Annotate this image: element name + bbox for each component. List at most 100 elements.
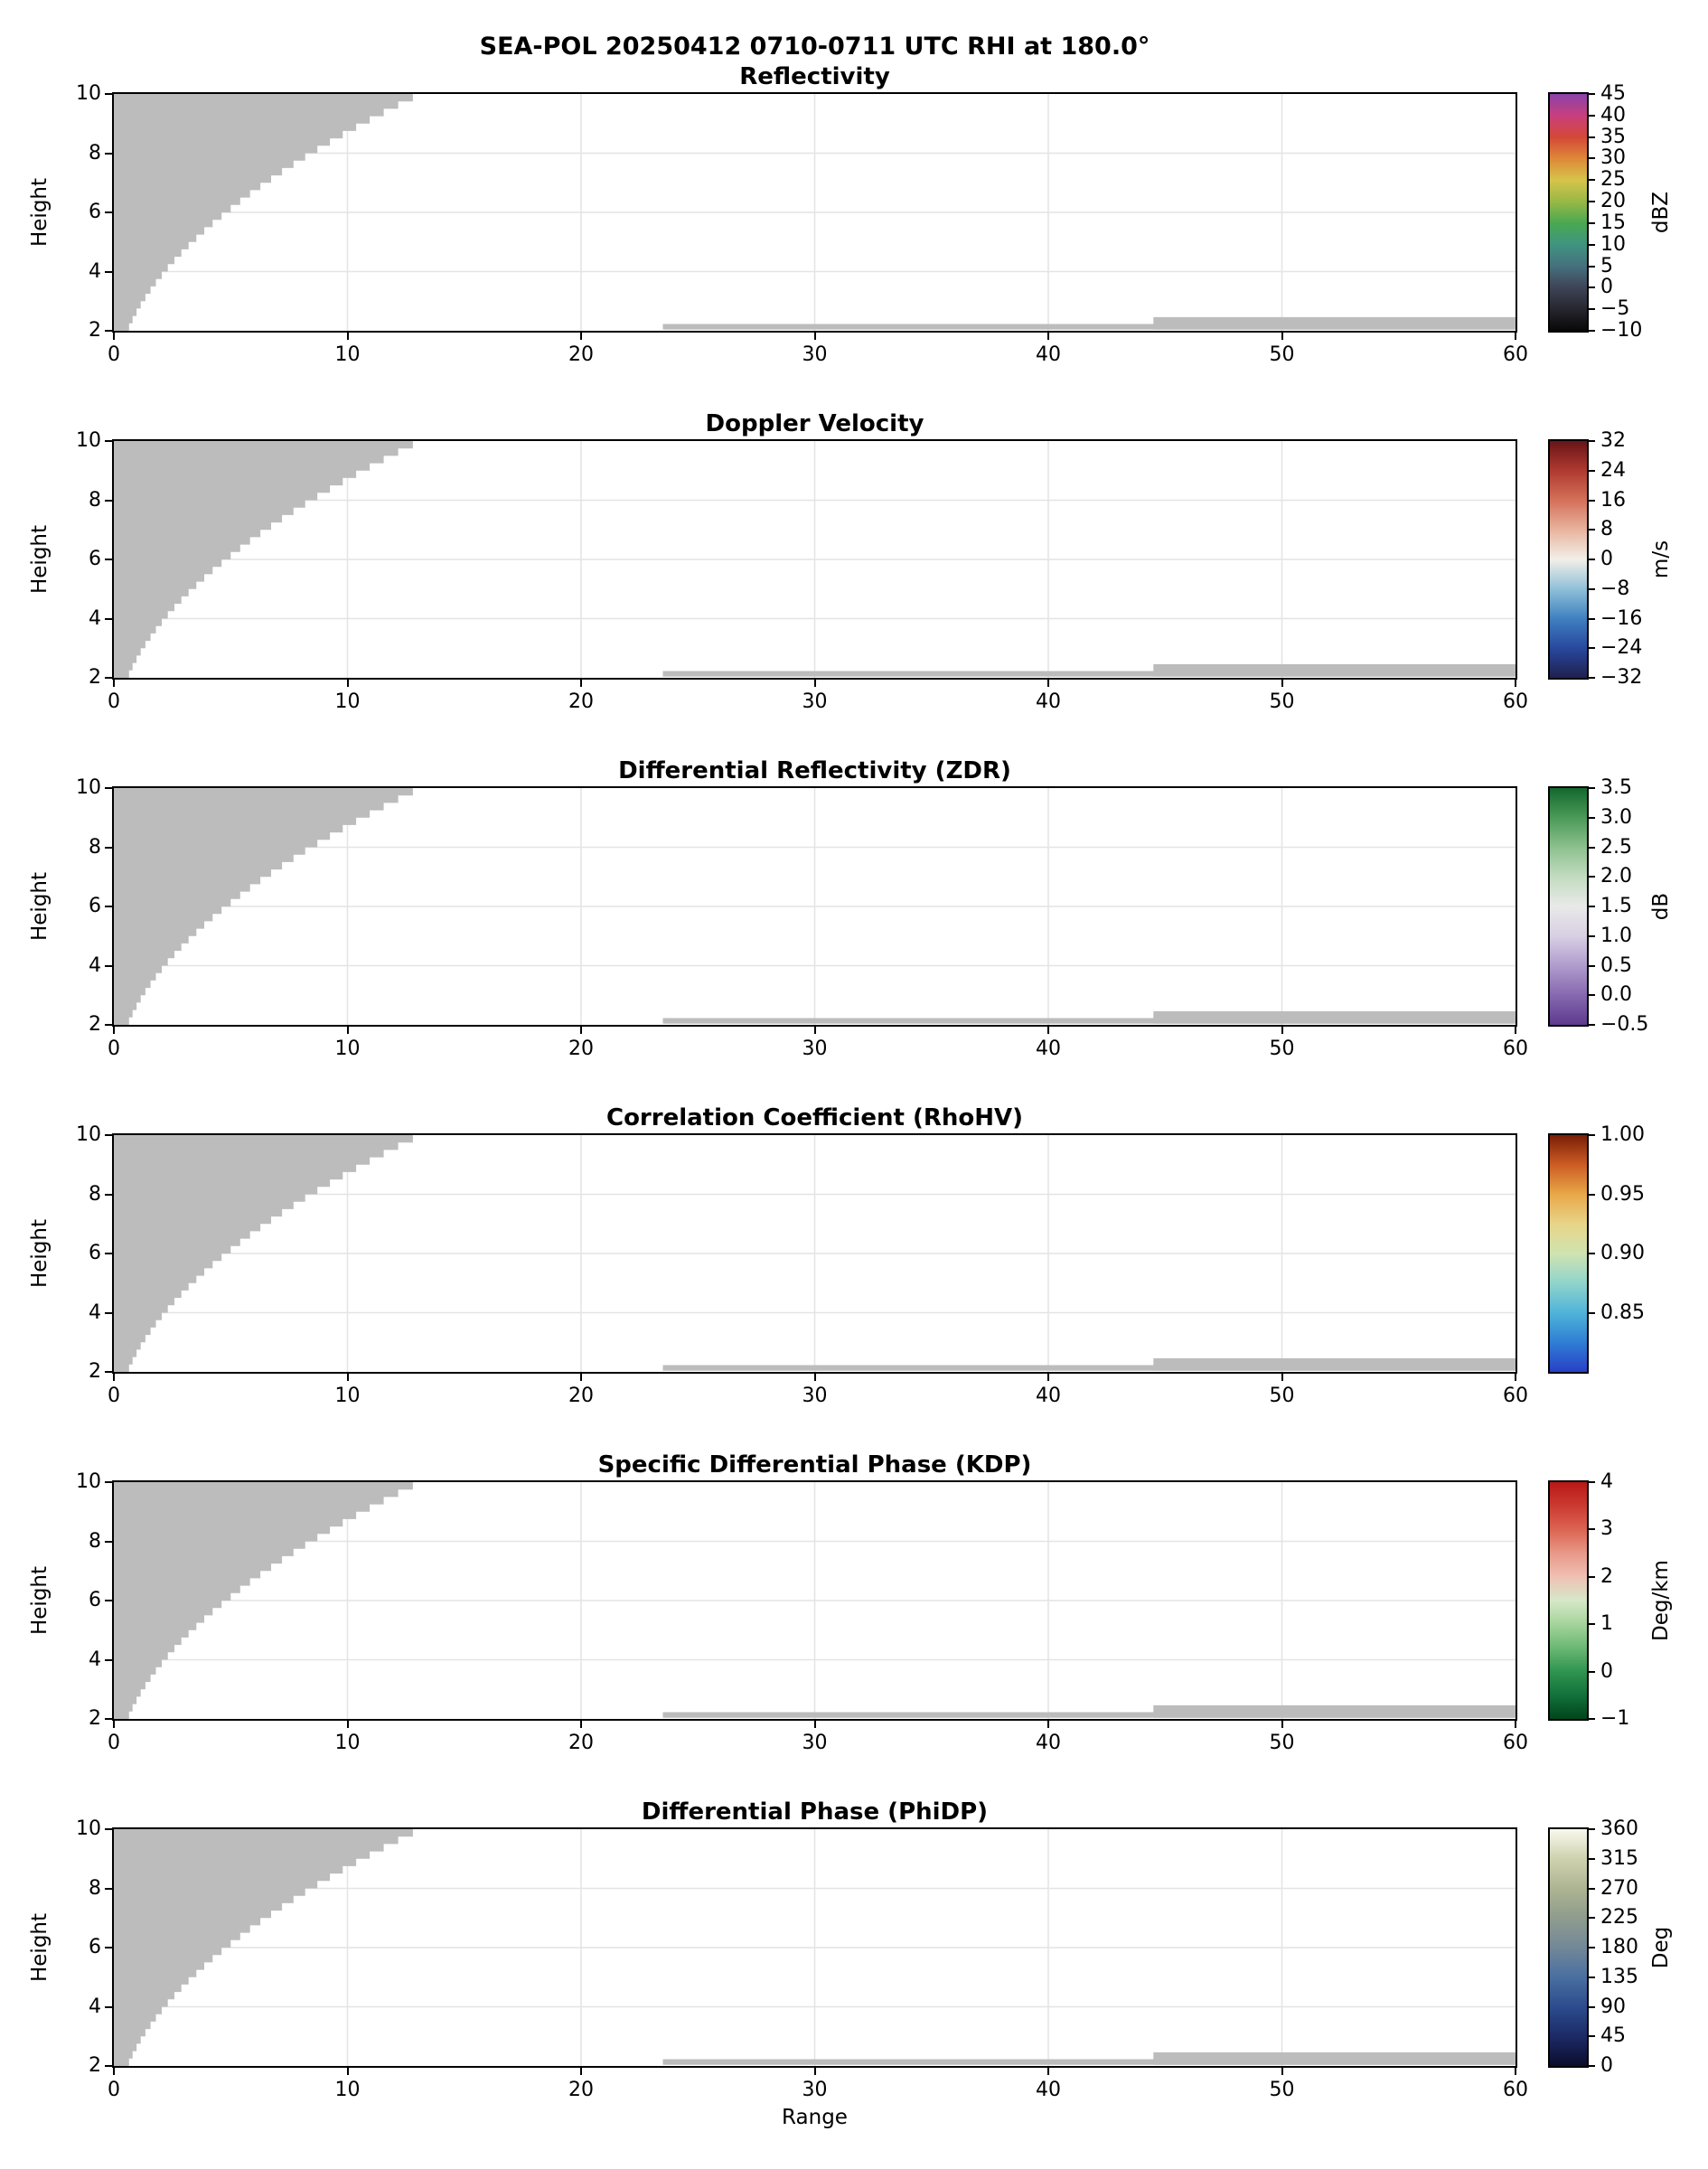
- y-tick-label: 10: [76, 1123, 101, 1146]
- colorbar-tick-mark: [1589, 677, 1595, 679]
- y-tick-label: 8: [89, 1182, 101, 1206]
- colorbar-tick-label: 0: [1600, 1659, 1613, 1683]
- colorbar-tick-label: 0: [1600, 548, 1613, 570]
- colorbar-tick-label: 8: [1600, 518, 1613, 541]
- y-tick-mark: [105, 1718, 112, 1720]
- x-axis-label: Range: [782, 2106, 848, 2129]
- colorbar-tick-label: 1.0: [1600, 924, 1632, 947]
- x-tick-label: 20: [568, 2079, 594, 2101]
- colorbar-tick-label: 25: [1600, 168, 1626, 192]
- x-tick-label: 20: [568, 1038, 594, 1060]
- colorbar-tick-mark: [1589, 647, 1595, 650]
- x-tick-mark: [1281, 1721, 1283, 1728]
- colorbar-tick-label: 225: [1600, 1906, 1638, 1930]
- colorbar-tick-mark: [1589, 816, 1595, 819]
- colorbar-tick-label: 40: [1600, 103, 1626, 127]
- colorbar-tick-label: 0.5: [1600, 953, 1632, 977]
- colorbar-tick-mark: [1589, 221, 1595, 224]
- colorbar-tick-mark: [1589, 1828, 1595, 1830]
- colorbar-tick-mark: [1589, 2005, 1595, 2008]
- x-tick-mark: [113, 680, 115, 687]
- x-tick-label: 10: [334, 2079, 361, 2101]
- plot-canvas: [114, 1829, 1516, 2066]
- colorbar-tick-mark: [1589, 1311, 1595, 1314]
- colorbar-tick-label: 135: [1600, 1965, 1638, 1988]
- y-axis-label: Height: [28, 1565, 52, 1636]
- y-axis-label: Height: [28, 524, 52, 595]
- x-tick-label: 50: [1269, 2079, 1295, 2101]
- colorbar-unit-label: Deg/km: [1649, 1560, 1673, 1641]
- y-tick-label: 4: [89, 1995, 101, 2018]
- colorbar-tick-label: 45: [1600, 2024, 1626, 2048]
- panel-title: Correlation Coefficient (RhoHV): [605, 1104, 1023, 1131]
- plot-area: [112, 786, 1517, 1027]
- colorbar-tick-label: 5: [1600, 254, 1613, 277]
- y-tick-label: 2: [89, 1013, 101, 1036]
- colorbar-tick-label: −8: [1600, 577, 1630, 600]
- y-tick-mark: [105, 211, 112, 213]
- colorbar-tick-mark: [1589, 93, 1595, 95]
- x-tick-label: 0: [108, 1732, 120, 1754]
- y-tick-mark: [105, 1134, 112, 1136]
- x-tick-label: 0: [108, 2079, 120, 2101]
- colorbar: [1548, 92, 1589, 333]
- colorbar-tick-mark: [1589, 157, 1595, 160]
- y-tick-label: 2: [89, 1707, 101, 1730]
- x-tick-mark: [113, 333, 115, 340]
- y-tick-mark: [105, 1947, 112, 1948]
- x-tick-label: 30: [802, 1038, 828, 1060]
- colorbar-tick-label: −5: [1600, 297, 1630, 321]
- colorbar-tick-mark: [1589, 1193, 1595, 1196]
- colorbar-tick-label: −1: [1600, 1707, 1630, 1730]
- colorbar-tick-label: 20: [1600, 190, 1626, 213]
- colorbar-tick-label: 180: [1600, 1936, 1638, 1958]
- x-tick-mark: [813, 2068, 816, 2075]
- x-tick-mark: [346, 2068, 349, 2075]
- x-tick-mark: [1515, 1374, 1516, 1381]
- colorbar-tick-label: 2: [1600, 1564, 1613, 1588]
- masked-strip: [662, 1365, 1516, 1371]
- y-tick-mark: [105, 1658, 112, 1661]
- x-tick-mark: [1515, 680, 1516, 687]
- colorbar-tick-mark: [1589, 1670, 1595, 1673]
- colorbar-tick-label: 0: [1600, 2054, 1613, 2077]
- x-tick-label: 50: [1269, 690, 1295, 713]
- colorbar-tick-mark: [1589, 1481, 1595, 1483]
- x-tick-label: 60: [1503, 1038, 1528, 1060]
- colorbar-tick-mark: [1589, 787, 1595, 789]
- x-tick-mark: [813, 1721, 816, 1728]
- plot-area: [112, 439, 1517, 680]
- colorbar-tick-label: 2.0: [1600, 865, 1632, 888]
- colorbar-tick-mark: [1589, 330, 1595, 332]
- masked-strip: [662, 324, 1516, 330]
- colorbar-tick-mark: [1589, 559, 1595, 560]
- plot-canvas: [114, 788, 1516, 1025]
- figure-title: SEA-POL 20250412 0710-0711 UTC RHI at 18…: [479, 33, 1150, 61]
- x-tick-mark: [1515, 1721, 1516, 1728]
- colorbar-tick-label: 10: [1600, 232, 1626, 256]
- y-tick-label: 10: [76, 1817, 101, 1840]
- x-tick-mark: [1281, 680, 1283, 687]
- x-tick-mark: [580, 333, 582, 340]
- colorbar-tick-label: −32: [1600, 666, 1643, 689]
- y-tick-mark: [105, 1311, 112, 1314]
- x-tick-label: 60: [1503, 1732, 1528, 1754]
- colorbar-tick-label: 90: [1600, 1995, 1626, 2018]
- colorbar-tick-label: 0: [1600, 276, 1613, 299]
- x-tick-mark: [346, 680, 349, 687]
- y-tick-mark: [105, 2065, 112, 2067]
- x-tick-mark: [1047, 680, 1049, 687]
- x-tick-label: 0: [108, 343, 120, 366]
- plot-area: [112, 1480, 1517, 1721]
- x-tick-mark: [813, 1374, 816, 1381]
- x-tick-mark: [813, 680, 816, 687]
- y-tick-label: 10: [76, 82, 101, 105]
- colorbar-tick-label: 1: [1600, 1612, 1613, 1636]
- colorbar-tick-label: 35: [1600, 125, 1626, 148]
- y-tick-label: 4: [89, 606, 101, 630]
- y-tick-label: 2: [89, 319, 101, 342]
- colorbar-tick-mark: [1589, 846, 1595, 849]
- y-tick-label: 10: [76, 776, 101, 799]
- y-axis-label: Height: [28, 1218, 52, 1289]
- y-tick-label: 8: [89, 141, 101, 164]
